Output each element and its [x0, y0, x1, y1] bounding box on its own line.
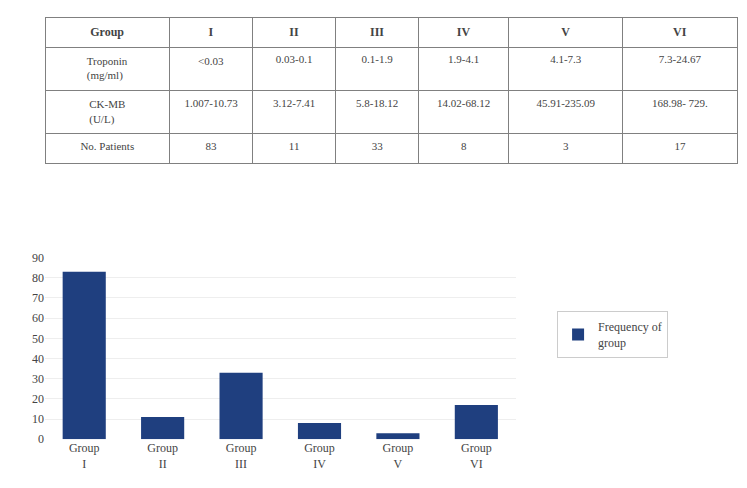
svg-text:II: II: [289, 25, 299, 39]
svg-text:V: V: [561, 25, 570, 39]
svg-text:83: 83: [206, 140, 218, 152]
svg-text:17: 17: [674, 140, 686, 152]
svg-text:10: 10: [32, 412, 44, 426]
svg-text:1.9-4.1: 1.9-4.1: [448, 53, 479, 65]
svg-text:80: 80: [32, 271, 44, 285]
svg-text:GroupIII: GroupIII: [226, 441, 257, 471]
svg-text:0: 0: [38, 432, 44, 446]
svg-text:7.3-24.67: 7.3-24.67: [659, 53, 702, 65]
svg-text:GroupIV: GroupIV: [304, 441, 335, 471]
svg-text:45.91-235.09: 45.91-235.09: [536, 97, 595, 109]
svg-text:1.007-10.73: 1.007-10.73: [184, 97, 238, 109]
svg-text:3: 3: [563, 140, 569, 152]
svg-text:CK-MB(U/L): CK-MB(U/L): [89, 98, 125, 125]
svg-text:5.8-18.12: 5.8-18.12: [356, 97, 398, 109]
svg-text:No. Patients: No. Patients: [80, 140, 134, 152]
svg-text:8: 8: [461, 140, 467, 152]
svg-text:14.02-68.12: 14.02-68.12: [437, 97, 490, 109]
svg-text:40: 40: [32, 352, 44, 366]
svg-text:GroupI: GroupI: [69, 441, 100, 471]
svg-text:Troponin(mg/ml): Troponin(mg/ml): [87, 55, 128, 82]
svg-text:4.1-7.3: 4.1-7.3: [550, 53, 582, 65]
svg-text:GroupII: GroupII: [147, 441, 178, 471]
svg-text:Group: Group: [90, 25, 124, 39]
svg-text:GroupVI: GroupVI: [461, 441, 492, 471]
svg-text:GroupV: GroupV: [383, 441, 414, 471]
svg-text:VI: VI: [673, 25, 687, 39]
svg-text:11: 11: [289, 140, 300, 152]
svg-text:50: 50: [32, 332, 44, 346]
svg-text:0.1-1.9: 0.1-1.9: [362, 53, 394, 65]
svg-text:<0.03: <0.03: [198, 55, 224, 67]
svg-text:33: 33: [372, 140, 384, 152]
svg-text:3.12-7.41: 3.12-7.41: [273, 97, 315, 109]
svg-text:90: 90: [32, 251, 44, 265]
svg-text:60: 60: [32, 311, 44, 325]
svg-text:168.98- 729.: 168.98- 729.: [652, 97, 708, 109]
svg-text:0.03-0.1: 0.03-0.1: [276, 53, 313, 65]
svg-text:Frequency ofgroup: Frequency ofgroup: [598, 320, 662, 350]
svg-text:III: III: [370, 25, 384, 39]
svg-text:IV: IV: [457, 25, 471, 39]
svg-text:30: 30: [32, 372, 44, 386]
svg-text:70: 70: [32, 291, 44, 305]
svg-text:20: 20: [32, 392, 44, 406]
svg-text:I: I: [209, 25, 214, 39]
